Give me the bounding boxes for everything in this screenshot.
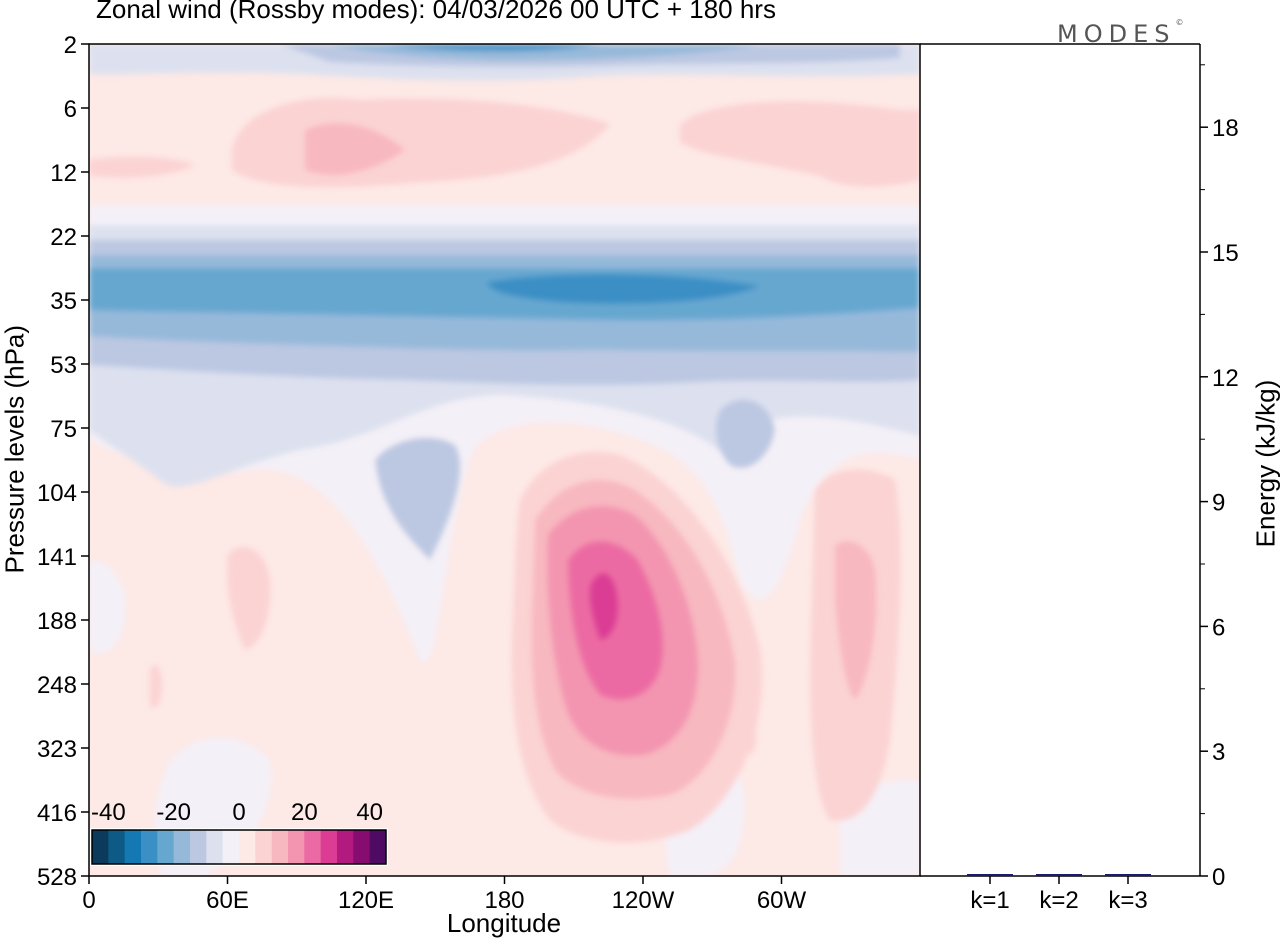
colorbar-swatch: [255, 830, 273, 864]
y-tick-label: 35: [50, 288, 77, 315]
energy-tick-label: 15: [1212, 240, 1239, 267]
y-axis: 2 6 12 22 35 53 75 104 141 188 248 323 416 528: [37, 32, 89, 891]
colorbar-swatch: [157, 830, 175, 864]
energy-bar: [1105, 874, 1151, 876]
colorbar-swatch: [288, 830, 305, 864]
y-tick-label: 75: [50, 416, 77, 443]
chart-title: Zonal wind (Rossby modes): 04/03/2026 00…: [96, 0, 776, 24]
y-tick-label: 248: [37, 672, 77, 699]
y-tick-label: 53: [50, 352, 77, 379]
y-tick-label: 22: [50, 224, 77, 251]
x-tick-label: 120W: [612, 887, 675, 914]
x-tick-label: 180: [484, 887, 524, 914]
energy-bars: k=1 k=2 k=3: [967, 874, 1151, 914]
colorbar-swatch: [124, 830, 142, 864]
colorbar-swatch: [337, 830, 354, 864]
colorbar-swatch: [190, 830, 207, 864]
colorbar-tick-label: 20: [291, 799, 318, 826]
x-tick-label: 0: [82, 887, 95, 914]
wind-contour-field: [89, 44, 920, 876]
energy-axis: 0 3 6 9 12 15 18: [1200, 64, 1239, 891]
y-tick-label: 6: [64, 96, 77, 123]
energy-category-label: k=3: [1108, 887, 1147, 914]
y-tick-label: 323: [37, 736, 77, 763]
energy-tick-label: 3: [1212, 739, 1225, 766]
colorbar-swatch: [271, 830, 289, 864]
brand-mark: ©: [1175, 18, 1184, 27]
colorbar-tick-label: -20: [156, 799, 191, 826]
energy-bar: [967, 874, 1013, 876]
colorbar-swatch: [222, 830, 240, 864]
colorbar-tick-label: 40: [356, 799, 383, 826]
colorbar-swatch: [108, 830, 126, 864]
energy-category-label: k=2: [1039, 887, 1078, 914]
x-axis-label: Longitude: [446, 908, 562, 938]
y-axis-label: Pressure levels (hPa): [0, 324, 30, 574]
energy-bar: [1036, 874, 1082, 876]
colorbar-swatch: [320, 830, 338, 864]
y-tick-label: 188: [37, 608, 77, 635]
x-axis: 0 60E 120E 180 120W 60W: [82, 876, 807, 914]
colorbar-swatch: [239, 830, 256, 864]
y-tick-label: 104: [37, 480, 77, 507]
y-tick-label: 416: [37, 800, 77, 827]
colorbar-swatch: [206, 830, 224, 864]
energy-tick-label: 0: [1212, 864, 1225, 891]
colorbar-tick-label: 0: [232, 799, 245, 826]
energy-tick-label: 6: [1212, 614, 1225, 641]
x-tick-label: 60W: [757, 887, 807, 914]
x-tick-label: 120E: [338, 887, 394, 914]
energy-tick-label: 18: [1212, 115, 1239, 142]
colorbar-swatch: [353, 830, 371, 864]
x-tick-label: 60E: [206, 887, 249, 914]
y-tick-label: 141: [37, 544, 77, 571]
energy-category-label: k=1: [970, 887, 1009, 914]
y-tick-label: 12: [50, 160, 77, 187]
colorbar-frame: [91, 829, 387, 865]
energy-tick-label: 9: [1212, 490, 1225, 517]
colorbar: -40 -20 0 20 40: [90, 799, 388, 866]
colorbar-swatch: [369, 830, 387, 864]
colorbar-swatch: [304, 830, 322, 864]
colorbar-swatch: [92, 830, 109, 864]
energy-axis-label: Energy (kJ/kg): [1250, 379, 1280, 548]
colorbar-swatch: [173, 830, 191, 864]
energy-axes: [920, 43, 1201, 877]
y-tick-label: 528: [37, 864, 77, 891]
energy-tick-label: 12: [1212, 365, 1239, 392]
y-tick-label: 2: [64, 32, 77, 59]
colorbar-swatch: [141, 830, 158, 864]
colorbar-tick-label: -40: [91, 799, 126, 826]
